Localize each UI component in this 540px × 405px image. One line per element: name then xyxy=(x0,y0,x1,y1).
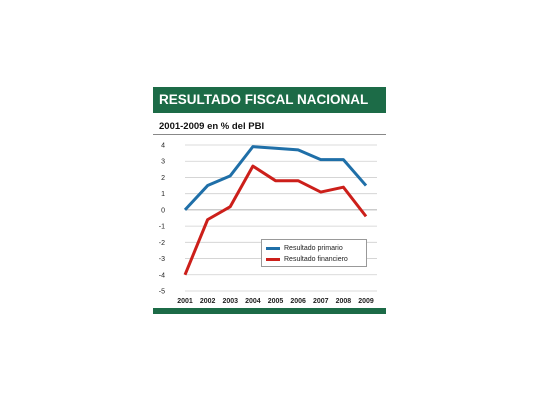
series-line-primario xyxy=(183,145,368,211)
y-axis-ticks: 4 3 2 1 0 -1 -2 -3 -4 -5 xyxy=(159,143,165,296)
legend-label-financiero: Resultado financiero xyxy=(284,255,348,263)
y-tick-label: -5 xyxy=(159,289,165,296)
x-tick-label: 2009 xyxy=(358,298,374,305)
line-chart: 4 3 2 1 0 -1 -2 -3 -4 -5 2001 2002 2003 2004 2005 2006… xyxy=(159,143,377,305)
y-tick-label: -1 xyxy=(159,224,165,231)
subtitle-divider xyxy=(153,134,386,135)
x-tick-label: 2004 xyxy=(245,298,261,305)
title-bar: RESULTADO FISCAL NACIONAL xyxy=(153,87,386,113)
y-tick-label: -3 xyxy=(159,256,165,263)
y-tick-label: -2 xyxy=(159,240,165,247)
chart-subtitle: 2001-2009 en % del PBI xyxy=(159,121,265,132)
x-tick-label: 2003 xyxy=(222,298,238,305)
legend: Resultado primario Resultado financiero xyxy=(261,239,367,267)
y-tick-label: 4 xyxy=(161,143,165,150)
y-tick-label: 1 xyxy=(161,191,165,198)
x-tick-label: 2008 xyxy=(336,298,352,305)
x-tick-label: 2005 xyxy=(268,298,284,305)
chart-panel: RESULTADO FISCAL NACIONAL 2001-2009 en %… xyxy=(153,87,386,315)
x-axis-ticks: 2001 2002 2003 2004 2005 2006 2007 2008 2009 xyxy=(177,298,374,305)
x-tick-label: 2006 xyxy=(290,298,306,305)
x-tick-label: 2001 xyxy=(177,298,193,305)
bottom-bar xyxy=(153,308,386,314)
y-tick-label: 2 xyxy=(161,175,165,182)
legend-item-primario: Resultado primario xyxy=(266,243,343,253)
y-tick-label: 3 xyxy=(161,159,165,166)
legend-swatch-financiero xyxy=(266,257,280,261)
x-tick-label: 2002 xyxy=(200,298,216,305)
legend-swatch-primario xyxy=(266,246,280,250)
legend-item-financiero: Resultado financiero xyxy=(266,254,348,264)
x-tick-label: 2007 xyxy=(313,298,329,305)
y-tick-label: 0 xyxy=(161,207,165,214)
legend-label-primario: Resultado primario xyxy=(284,244,343,252)
series-lines xyxy=(183,145,368,276)
chart-title: RESULTADO FISCAL NACIONAL xyxy=(159,92,369,107)
y-tick-label: -4 xyxy=(159,272,165,279)
